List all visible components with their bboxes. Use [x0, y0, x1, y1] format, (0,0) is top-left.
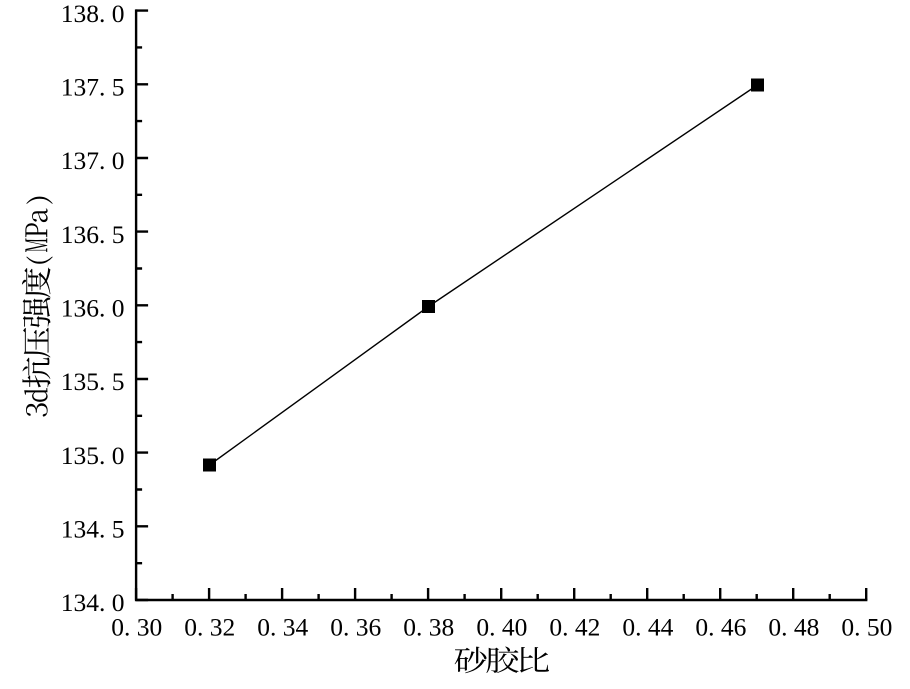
- svg-text:0. 46: 0. 46: [695, 612, 746, 641]
- svg-text:0. 38: 0. 38: [403, 612, 454, 641]
- svg-text:0. 44: 0. 44: [622, 612, 673, 641]
- svg-text:134. 0: 134. 0: [61, 588, 125, 617]
- svg-text:137. 5: 137. 5: [61, 73, 125, 102]
- svg-text:0. 40: 0. 40: [476, 612, 527, 641]
- svg-text:135. 0: 135. 0: [61, 441, 125, 470]
- svg-text:137. 0: 137. 0: [61, 146, 125, 175]
- svg-text:138. 0: 138. 0: [61, 0, 125, 28]
- svg-text:0. 32: 0. 32: [184, 612, 235, 641]
- svg-text:0. 50: 0. 50: [841, 612, 892, 641]
- svg-text:0. 42: 0. 42: [549, 612, 600, 641]
- svg-text:134. 5: 134. 5: [61, 515, 125, 544]
- svg-text:136. 0: 136. 0: [61, 294, 125, 323]
- svg-text:0. 30: 0. 30: [111, 612, 162, 641]
- svg-text:135. 5: 135. 5: [61, 367, 125, 396]
- svg-text:0. 36: 0. 36: [330, 612, 381, 641]
- svg-text:0. 34: 0. 34: [257, 612, 308, 641]
- svg-text:0. 48: 0. 48: [768, 612, 819, 641]
- svg-text:136. 5: 136. 5: [61, 220, 125, 249]
